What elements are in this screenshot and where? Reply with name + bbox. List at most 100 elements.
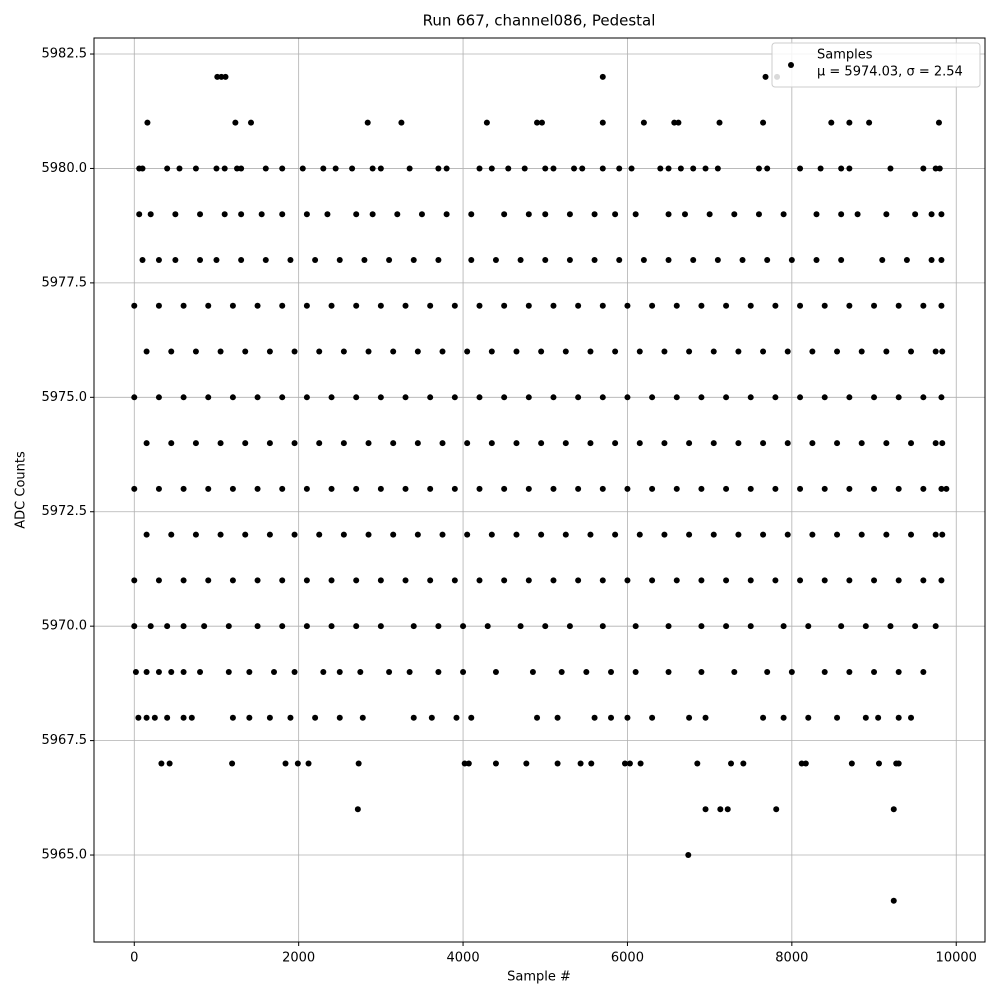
data-point xyxy=(690,165,697,172)
data-point xyxy=(501,302,508,309)
data-point xyxy=(254,485,261,492)
data-point xyxy=(262,256,269,263)
data-point xyxy=(846,577,853,584)
data-point xyxy=(158,760,165,767)
data-point xyxy=(316,348,323,355)
data-point xyxy=(131,302,138,309)
data-point xyxy=(542,623,549,630)
data-point xyxy=(517,256,524,263)
data-point xyxy=(427,485,434,492)
x-tick-label: 2000 xyxy=(282,951,315,966)
data-point xyxy=(724,806,731,813)
data-point xyxy=(291,668,298,675)
data-point xyxy=(797,302,804,309)
data-point xyxy=(390,440,397,447)
y-tick-label: 5967.5 xyxy=(42,733,88,748)
data-point xyxy=(616,165,623,172)
data-point xyxy=(838,165,845,172)
data-point xyxy=(402,302,409,309)
x-tick-label: 4000 xyxy=(447,951,480,966)
data-point xyxy=(616,256,623,263)
data-point xyxy=(172,256,179,263)
data-point xyxy=(928,256,935,263)
data-point xyxy=(390,531,397,538)
data-point xyxy=(340,440,347,447)
data-point xyxy=(649,302,656,309)
data-point xyxy=(232,119,239,126)
data-point xyxy=(890,806,897,813)
data-point xyxy=(180,577,187,584)
data-point xyxy=(176,165,183,172)
data-point xyxy=(575,577,582,584)
data-point xyxy=(217,531,224,538)
data-point xyxy=(488,165,495,172)
data-point xyxy=(266,348,273,355)
data-point xyxy=(935,119,942,126)
data-point xyxy=(887,623,894,630)
data-point xyxy=(143,440,150,447)
data-point xyxy=(895,394,902,401)
data-point xyxy=(566,256,573,263)
data-point xyxy=(760,531,767,538)
data-point xyxy=(640,119,647,126)
data-point xyxy=(599,485,606,492)
data-point xyxy=(747,394,754,401)
data-point xyxy=(353,302,360,309)
x-tick-label: 6000 xyxy=(611,951,644,966)
data-point xyxy=(714,256,721,263)
data-point xyxy=(673,485,680,492)
data-point xyxy=(797,485,804,492)
data-point xyxy=(686,714,693,721)
data-point xyxy=(464,348,471,355)
data-point xyxy=(513,348,520,355)
data-point xyxy=(172,211,179,218)
data-point xyxy=(698,668,705,675)
data-point xyxy=(846,668,853,675)
data-point xyxy=(406,165,413,172)
data-point xyxy=(628,165,635,172)
data-point xyxy=(932,348,939,355)
data-point xyxy=(266,440,273,447)
data-point xyxy=(747,577,754,584)
data-point xyxy=(797,577,804,584)
data-point xyxy=(821,485,828,492)
data-point xyxy=(562,440,569,447)
data-point xyxy=(550,485,557,492)
y-tick-label: 5965.0 xyxy=(42,848,88,863)
data-point xyxy=(871,485,878,492)
data-point xyxy=(131,485,138,492)
data-point xyxy=(465,760,472,767)
data-point xyxy=(558,668,565,675)
y-tick-label: 5972.5 xyxy=(42,504,88,519)
data-point xyxy=(550,165,557,172)
data-point xyxy=(591,714,598,721)
data-point xyxy=(828,119,835,126)
data-point xyxy=(238,165,245,172)
x-tick-label: 0 xyxy=(130,951,138,966)
data-point xyxy=(846,394,853,401)
x-tick-label: 10000 xyxy=(936,951,977,966)
data-point xyxy=(895,577,902,584)
data-point xyxy=(354,806,361,813)
legend-marker xyxy=(788,62,794,68)
data-point xyxy=(266,531,273,538)
data-point xyxy=(562,531,569,538)
data-point xyxy=(365,348,372,355)
data-point xyxy=(698,394,705,401)
data-point xyxy=(180,668,187,675)
data-point xyxy=(675,119,682,126)
data-point xyxy=(294,760,301,767)
data-point xyxy=(760,348,767,355)
data-point xyxy=(225,623,232,630)
data-point xyxy=(936,165,943,172)
data-point xyxy=(410,256,417,263)
data-point xyxy=(377,623,384,630)
data-point xyxy=(353,485,360,492)
data-point xyxy=(242,531,249,538)
data-point xyxy=(461,760,468,767)
legend: Samples μ = 5974.03, σ = 2.54 xyxy=(771,42,981,88)
data-point xyxy=(521,165,528,172)
data-point xyxy=(135,714,142,721)
data-point xyxy=(908,531,915,538)
data-point xyxy=(492,760,499,767)
